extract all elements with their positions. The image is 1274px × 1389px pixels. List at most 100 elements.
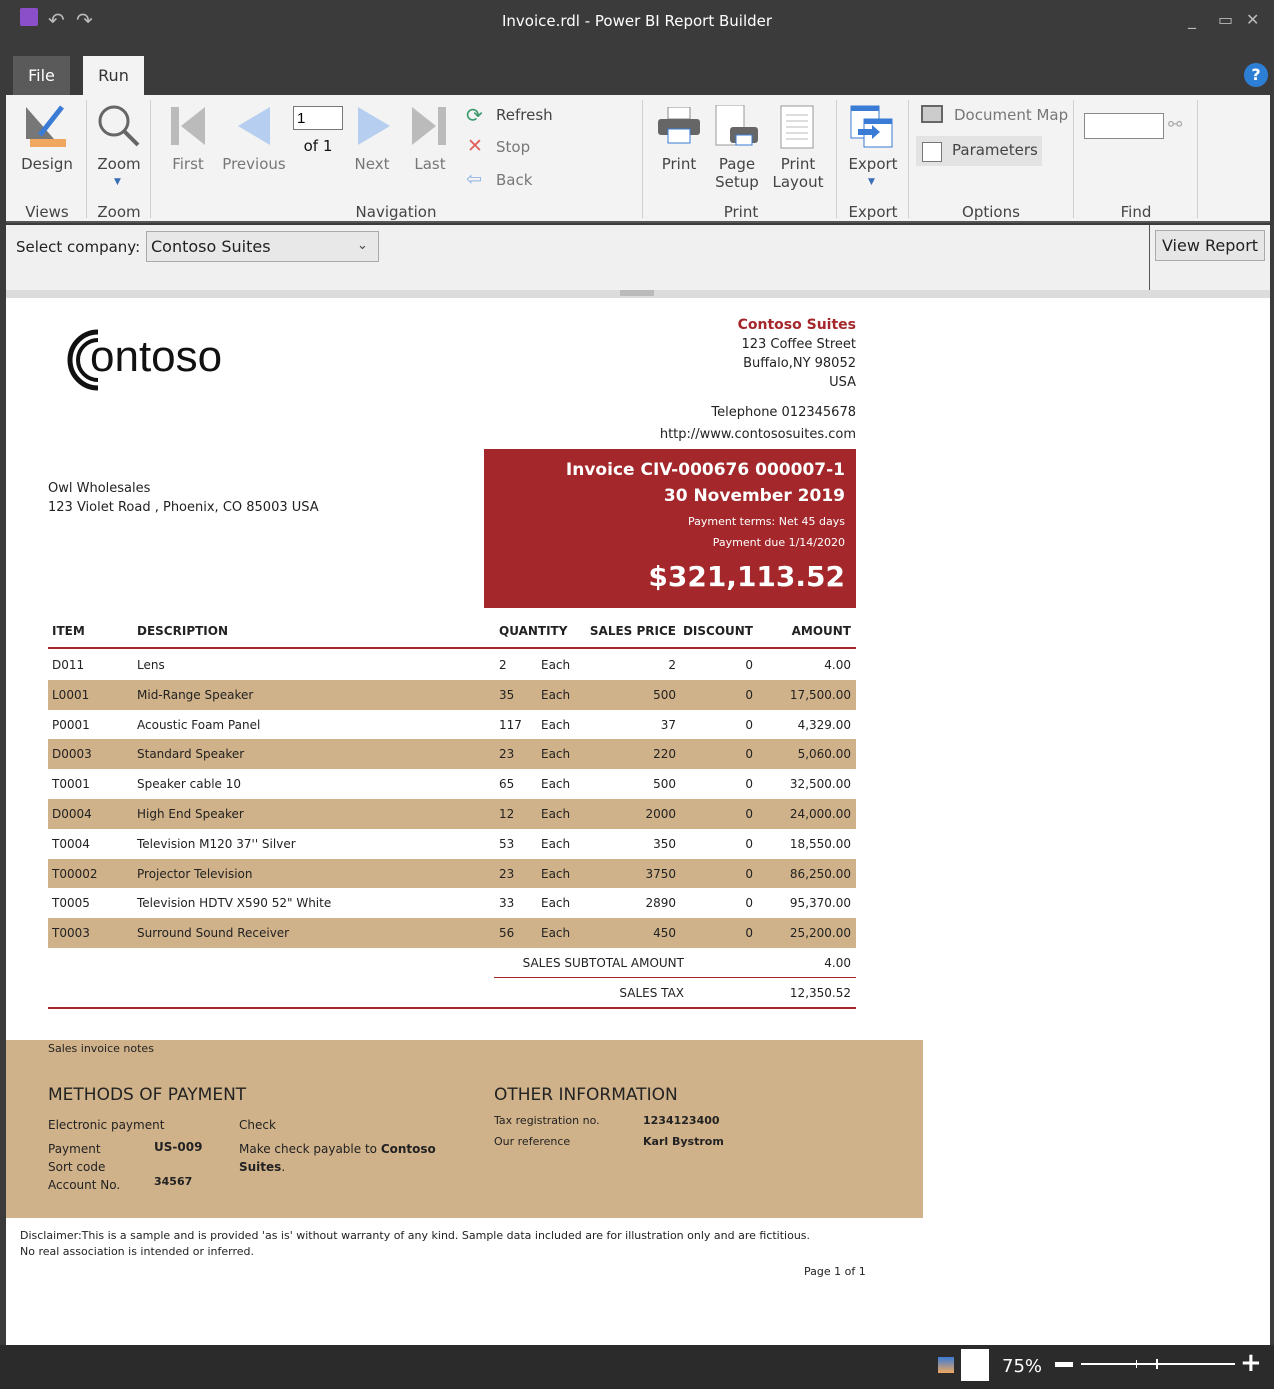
discount: 0 [745, 926, 753, 941]
other-info-heading: OTHER INFORMATION [494, 1085, 678, 1105]
unit: Each [541, 896, 571, 911]
account-label: Account No. [48, 1178, 121, 1192]
last-page-button[interactable]: Last [414, 155, 446, 173]
discount: 0 [745, 836, 753, 851]
amount: 4,329.00 [797, 717, 851, 732]
maximize-button[interactable]: ▭ [1218, 10, 1234, 29]
item-description: Lens [137, 658, 165, 672]
zoom-level: 75% [1002, 1356, 1043, 1377]
zoom-out-button[interactable] [1055, 1362, 1073, 1367]
document-map-button[interactable]: Document Map [954, 106, 1069, 124]
unit: Each [541, 836, 571, 851]
account-value: 34567 [154, 1175, 193, 1188]
unit: Each [541, 658, 571, 672]
reference-label: Our reference [494, 1135, 571, 1148]
item-description: Standard Speaker [137, 747, 245, 762]
view-report-button[interactable]: View Report [1155, 230, 1265, 261]
item-code: P0001 [52, 717, 90, 732]
divider [642, 100, 643, 218]
discount: 0 [745, 866, 753, 881]
dropdown-arrow-icon: ▼ [868, 177, 875, 187]
item-code: D0004 [52, 807, 92, 821]
sales-price: 220 [653, 747, 676, 762]
company-website[interactable]: http://www.contososuites.com [659, 427, 856, 442]
report-page: ontoso Contoso Suites 123 Coffee Street … [6, 298, 1270, 1345]
refresh-button[interactable]: Refresh [496, 106, 553, 124]
unit: Each [541, 866, 571, 881]
close-button[interactable]: ✕ [1246, 10, 1260, 29]
collapse-handle[interactable] [620, 290, 654, 296]
next-page-button[interactable]: Next [354, 155, 390, 173]
zoom-icon [96, 103, 142, 149]
export-icon [850, 105, 896, 153]
status-bar: 75% + [0, 1345, 1274, 1389]
zoom-slider-thumb[interactable] [1156, 1359, 1158, 1369]
previous-page-button[interactable]: Previous [222, 155, 286, 173]
divider [836, 100, 837, 218]
redo-icon[interactable]: ↷ [76, 8, 93, 32]
dropdown-arrow-icon: ▼ [114, 177, 121, 187]
find-input[interactable] [1084, 113, 1164, 139]
group-label-navigation: Navigation [355, 203, 437, 221]
zoom-slider[interactable] [1081, 1359, 1235, 1369]
page-number-input[interactable] [293, 106, 343, 130]
page-count: of 1 [303, 137, 333, 155]
column-header: ITEM [52, 624, 85, 638]
item-code: T0005 [52, 896, 90, 911]
help-icon[interactable]: ? [1244, 63, 1268, 87]
export-button[interactable]: Export [848, 155, 898, 173]
print-layout-label-line1: Print [780, 155, 816, 173]
quantity: 56 [499, 926, 515, 941]
check-payee-2: Suites [239, 1160, 282, 1174]
page-view-icon[interactable] [938, 1357, 954, 1373]
sales-price: 2 [668, 658, 676, 672]
discount: 0 [745, 896, 753, 911]
save-icon[interactable] [20, 8, 38, 26]
page-setup-button[interactable]: Page Setup [710, 155, 764, 191]
item-code: D011 [52, 658, 85, 672]
back-button[interactable]: Back [496, 171, 533, 189]
column-header: AMOUNT [791, 624, 851, 638]
first-page-button[interactable]: First [172, 155, 204, 173]
tab-run[interactable]: Run [83, 56, 144, 95]
zoom-button[interactable]: Zoom [97, 155, 141, 173]
stop-button[interactable]: Stop [496, 138, 531, 156]
design-button[interactable]: Design [21, 155, 73, 173]
customer-name: Owl Wholesales [48, 481, 151, 496]
item-code: T0003 [52, 926, 90, 941]
print-layout-view-icon[interactable] [961, 1349, 989, 1381]
unit: Each [541, 717, 571, 732]
printer-icon [658, 106, 700, 149]
print-layout-button[interactable]: Print Layout [770, 155, 826, 191]
document-map-icon [921, 105, 943, 123]
company-select-value: Contoso Suites [151, 237, 271, 256]
company-select[interactable]: Contoso Suites ⌄ [146, 231, 379, 262]
zoom-in-button[interactable]: + [1240, 1348, 1262, 1378]
company-country: USA [829, 375, 856, 390]
item-description: Surround Sound Receiver [137, 926, 290, 941]
sales-price: 3750 [645, 866, 676, 881]
check-instructions: Make check payable to Contoso Suites. [239, 1142, 436, 1174]
print-button[interactable]: Print [661, 155, 697, 173]
undo-icon[interactable]: ↶ [48, 8, 65, 32]
page-setup-label-line2: Setup [715, 173, 759, 191]
amount: 5,060.00 [797, 747, 851, 762]
company-telephone: Telephone 012345678 [711, 405, 856, 420]
parameters-icon [922, 142, 942, 162]
parameters-label: Parameters [952, 141, 1038, 159]
item-code: D0003 [52, 747, 92, 762]
column-header: DISCOUNT [682, 624, 753, 638]
minimize-button[interactable]: _ [1188, 10, 1196, 29]
binoculars-icon[interactable]: ⚯ [1168, 115, 1183, 135]
contoso-logo: ontoso [58, 328, 248, 392]
discount: 0 [745, 687, 753, 702]
splitter[interactable] [6, 290, 1270, 298]
group-label-print: Print [723, 203, 759, 221]
stop-icon: ✕ [467, 135, 483, 157]
tab-file[interactable]: File [13, 56, 70, 95]
design-icon [24, 103, 70, 149]
company-city: Buffalo,NY 98052 [743, 356, 856, 371]
parameters-button[interactable]: Parameters [916, 136, 1042, 166]
invoice-total: $321,113.52 [648, 560, 845, 593]
payment-value: US-009 [154, 1140, 203, 1154]
